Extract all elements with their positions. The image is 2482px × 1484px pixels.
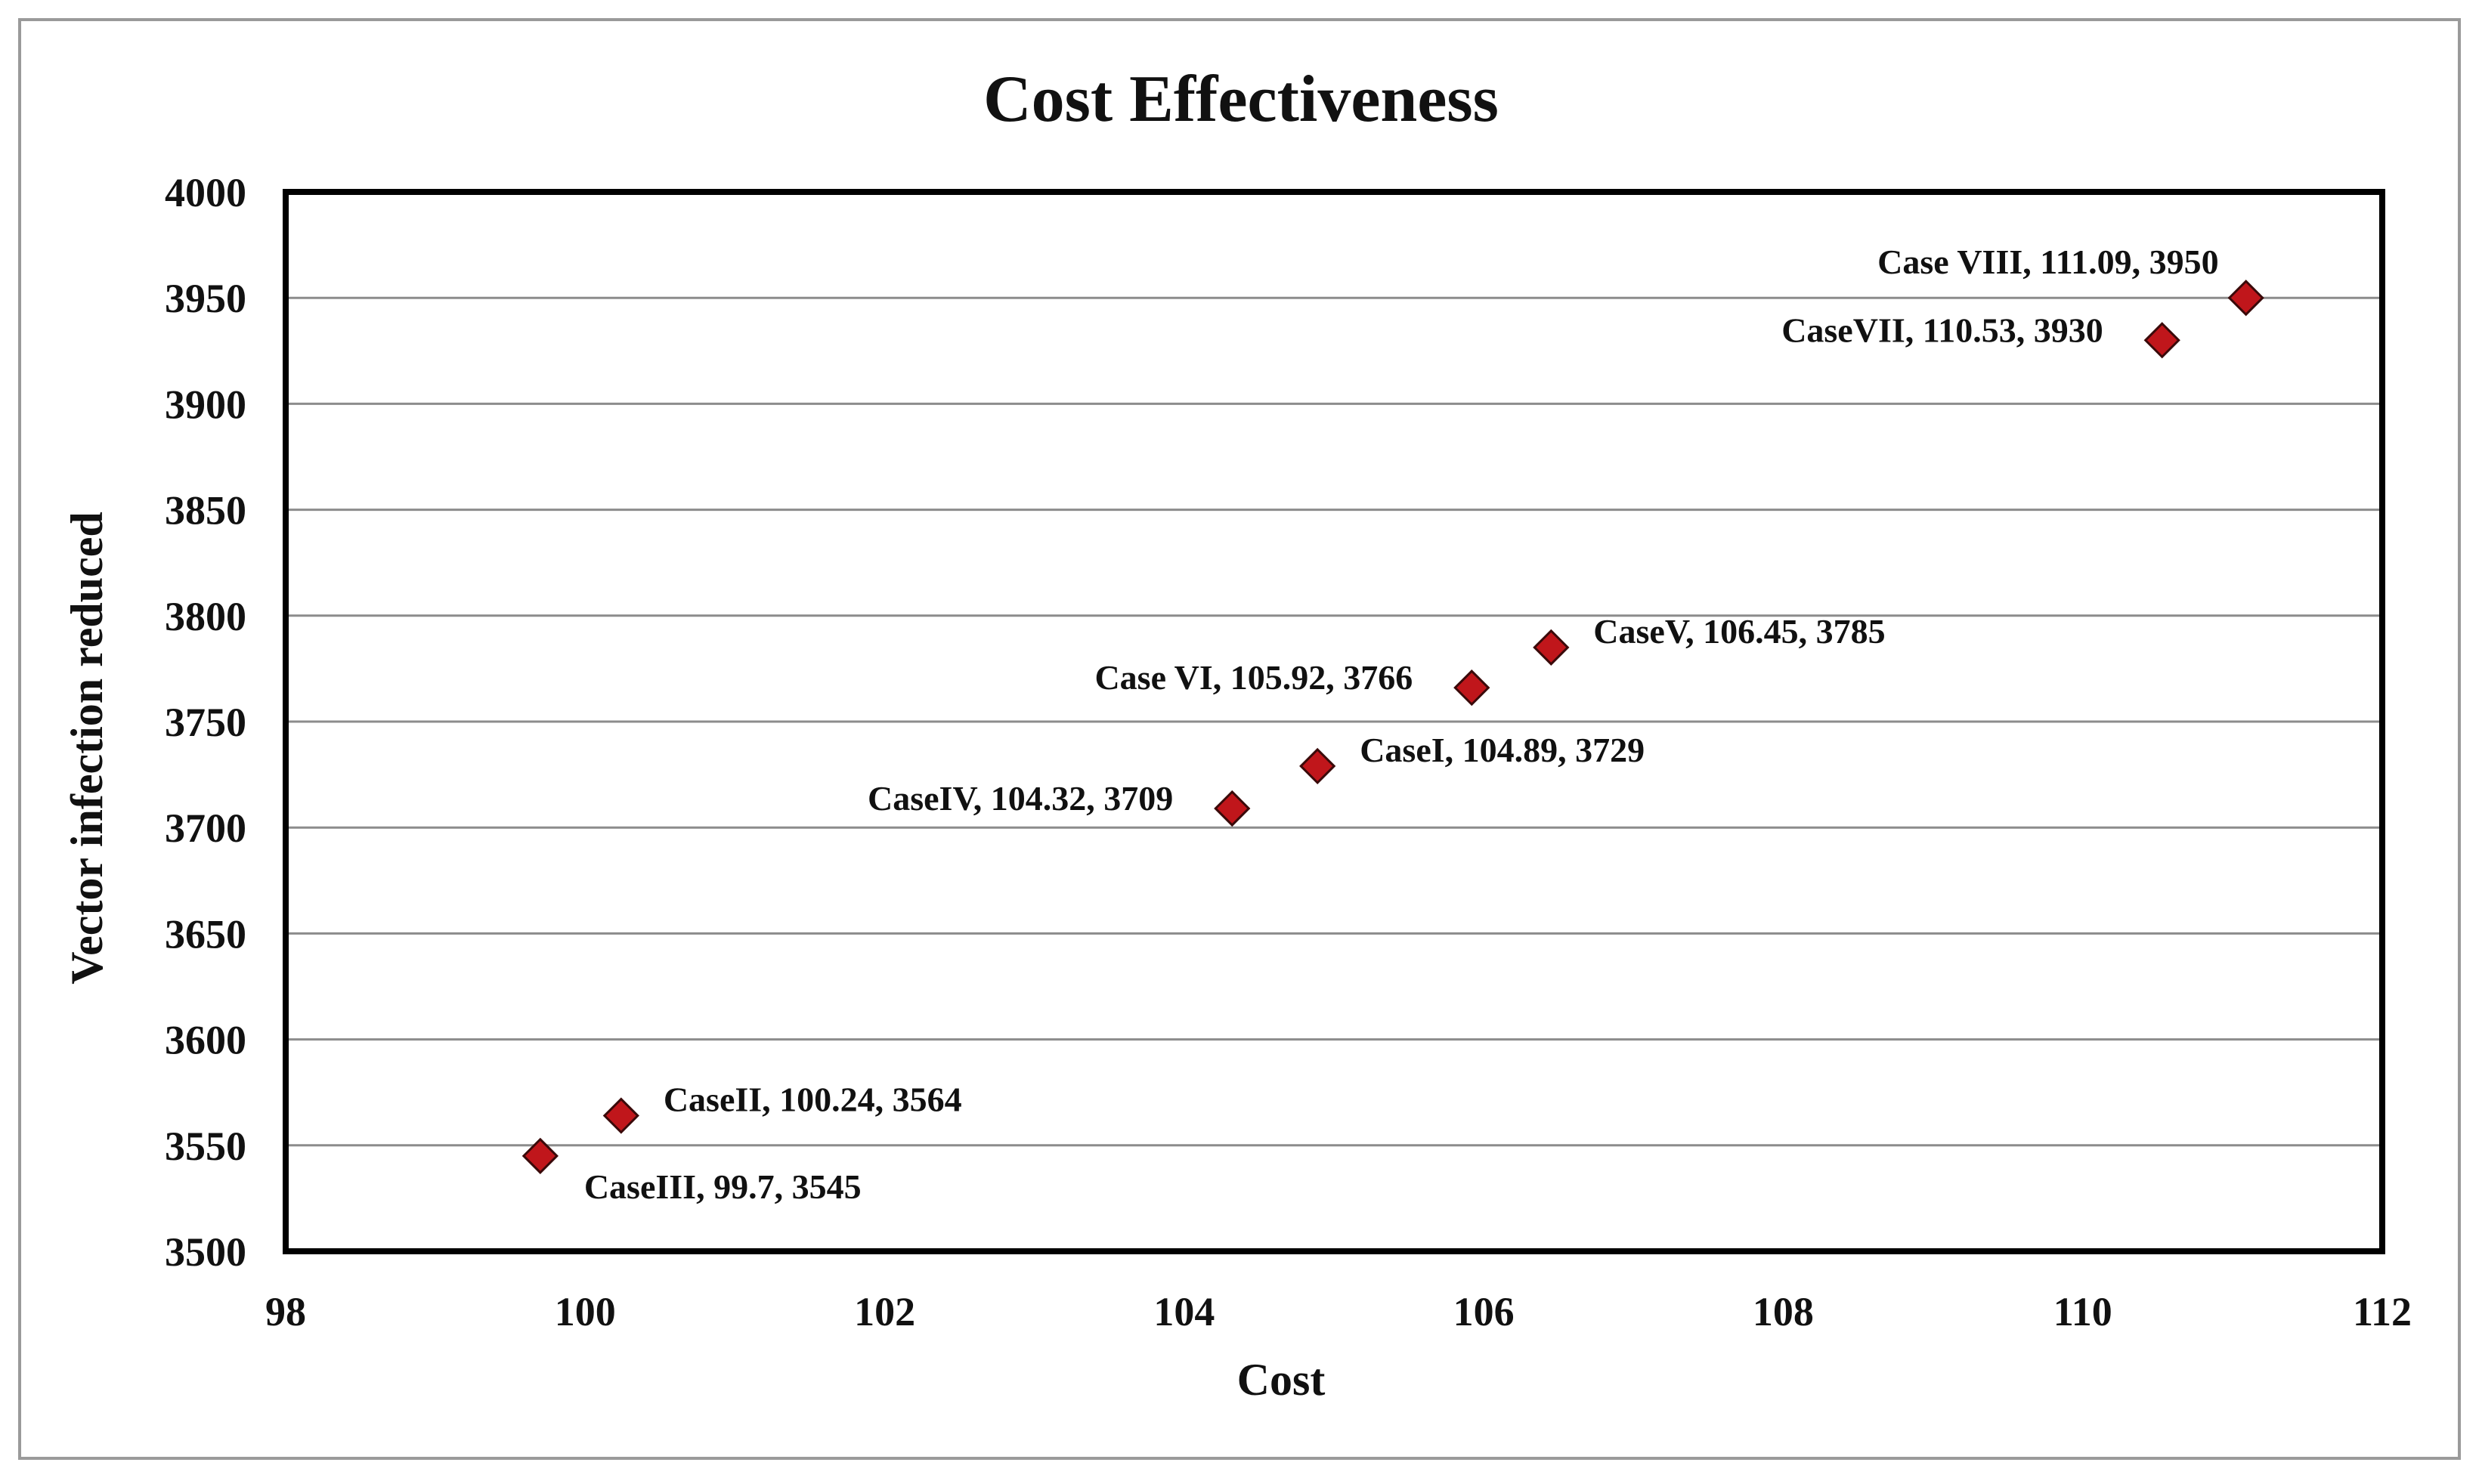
- scatter-point: [1214, 790, 1251, 827]
- y-tick-label: 3550: [165, 1124, 246, 1169]
- chart-frame: [18, 18, 2461, 1460]
- y-axis-label: Vector infection reduced: [62, 512, 112, 984]
- data-label: CaseI, 104.89, 3729: [1360, 731, 1645, 769]
- x-tick-label: 104: [1153, 1289, 1215, 1334]
- x-tick-label: 112: [2353, 1289, 2412, 1334]
- data-labels: CaseIII, 99.7, 3545 CaseII, 100.24, 3564 C…: [584, 243, 2219, 1206]
- x-axis-ticks: 98 100 102 104 106 108 110 112: [265, 1289, 2412, 1334]
- x-tick-label: 110: [2053, 1289, 2112, 1334]
- scatter-point: [1533, 629, 1570, 666]
- y-axis-ticks: 3500 3550 3600 3650 3700 3750 3800 3850 3900 3950…: [165, 170, 246, 1275]
- data-label: Case VIII, 111.09, 3950: [1877, 243, 2219, 281]
- x-axis-label: Cost: [1237, 1355, 1326, 1405]
- data-label: CaseII, 100.24, 3564: [664, 1081, 962, 1119]
- y-tick-label: 3600: [165, 1018, 246, 1063]
- data-label: CaseV, 106.45, 3785: [1593, 612, 1885, 651]
- scatter-point: [2227, 280, 2264, 317]
- scatter-point: [1453, 669, 1490, 706]
- x-tick-label: 100: [555, 1289, 616, 1334]
- x-tick-label: 98: [265, 1289, 306, 1334]
- data-points: [521, 280, 2264, 1174]
- x-tick-label: 102: [854, 1289, 915, 1334]
- x-tick-label: 108: [1753, 1289, 1814, 1334]
- y-tick-label: 3500: [165, 1229, 246, 1275]
- scatter-point: [602, 1097, 639, 1134]
- data-label: CaseIII, 99.7, 3545: [584, 1167, 862, 1206]
- gridlines: [286, 190, 2382, 1253]
- y-tick-label: 3700: [165, 805, 246, 851]
- data-label: Case VI, 105.92, 3766: [1094, 658, 1413, 697]
- data-label: CaseVII, 110.53, 3930: [1781, 311, 2103, 349]
- plot-area: [283, 189, 2385, 1254]
- y-tick-label: 3650: [165, 911, 246, 957]
- data-label: CaseIV, 104.32, 3709: [868, 779, 1173, 818]
- scatter-point: [2143, 322, 2180, 359]
- y-tick-label: 3900: [165, 382, 246, 427]
- y-tick-label: 3750: [165, 700, 246, 745]
- y-tick-label: 4000: [165, 170, 246, 215]
- y-tick-label: 3800: [165, 594, 246, 639]
- y-tick-label: 3850: [165, 488, 246, 533]
- y-tick-label: 3950: [165, 276, 246, 321]
- x-tick-label: 106: [1453, 1289, 1515, 1334]
- chart-title: Cost Effectiveness: [983, 63, 1499, 136]
- scatter-point: [521, 1137, 559, 1174]
- scatter-point: [1299, 747, 1336, 785]
